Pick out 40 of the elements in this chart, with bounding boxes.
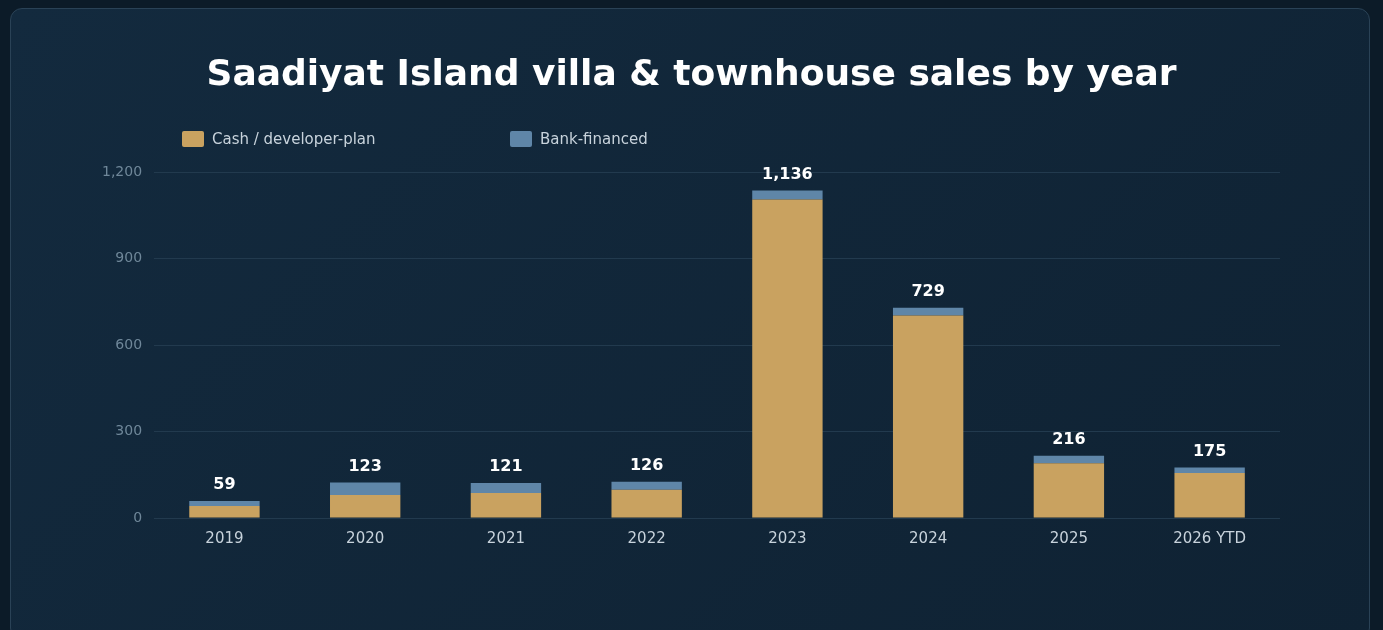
bar [189, 505, 260, 518]
total-label: 729 [911, 280, 945, 300]
bar [1174, 473, 1245, 518]
total-label: 123 [348, 455, 382, 475]
bar [1033, 463, 1105, 518]
bar [470, 483, 542, 493]
bar [330, 482, 401, 495]
x-tick-label: 2022 [627, 528, 666, 547]
bar [1033, 455, 1105, 464]
x-tick-label: 2025 [1049, 528, 1088, 547]
x-tick-label: 2023 [768, 528, 807, 547]
y-tick-label: 1,200 [101, 162, 143, 179]
total-label: 1,136 [762, 163, 813, 183]
y-tick-label: 0 [133, 508, 143, 525]
x-tick-label: 2020 [346, 528, 385, 547]
y-tick-label: 300 [115, 422, 143, 439]
chart-title: Saadiyat Island villa & townhouse sales by year [205, 52, 1178, 93]
bar [470, 492, 542, 518]
x-tick-label: 2026 YTD [1173, 528, 1247, 547]
bar [1174, 467, 1245, 474]
x-tick-label: 2019 [205, 528, 244, 547]
bar [892, 307, 964, 316]
bar [752, 199, 823, 518]
y-tick-label: 600 [115, 335, 143, 352]
x-tick-label: 2024 [909, 528, 948, 547]
y-tick-label: 900 [115, 249, 143, 266]
bar [611, 481, 682, 490]
total-label: 121 [489, 456, 523, 476]
bar [189, 500, 260, 506]
total-label: 59 [213, 474, 236, 494]
bar [752, 190, 823, 200]
bar [892, 315, 964, 518]
total-label: 175 [1192, 440, 1227, 460]
legend-label: Cash / developer-plan [212, 130, 376, 148]
legend-label: Bank-financed [540, 130, 648, 148]
bar [611, 489, 682, 518]
total-label: 126 [629, 454, 664, 474]
x-tick-label: 2021 [486, 528, 526, 547]
total-label: 216 [1052, 428, 1086, 448]
bar [330, 494, 401, 518]
